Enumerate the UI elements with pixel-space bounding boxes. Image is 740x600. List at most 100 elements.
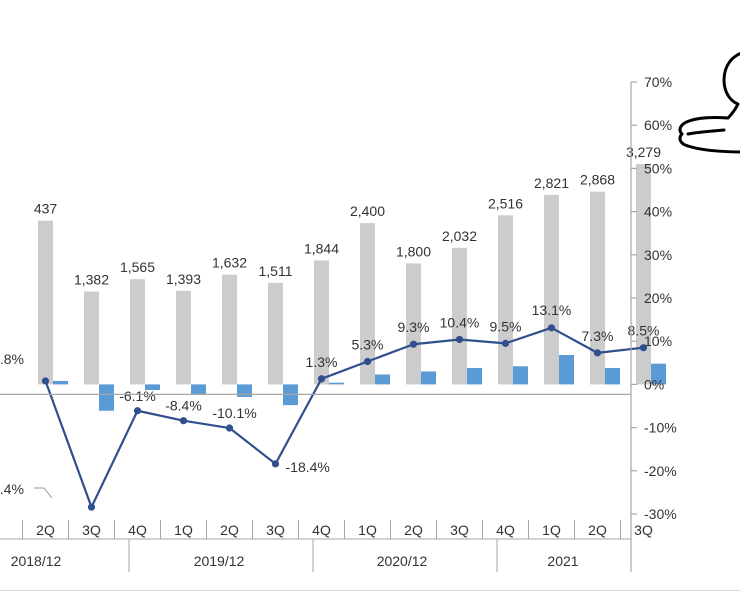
- category-label: 2Q: [36, 522, 55, 538]
- growth-value-label: 9.5%: [490, 318, 522, 334]
- category-label: 3Q: [634, 522, 653, 538]
- revenue-value-label: 1,565: [120, 259, 155, 275]
- growth-value-label: -10.1%: [212, 405, 256, 421]
- revenue-bar: [452, 247, 467, 385]
- growth-point: [593, 349, 602, 357]
- revenue-value-label: 2,821: [534, 175, 569, 191]
- revenue-bar: [84, 291, 99, 385]
- margin-bar: [605, 367, 620, 385]
- growth-value-label: 1.3%: [306, 354, 338, 370]
- leader-line: [34, 487, 53, 499]
- growth-point: [41, 377, 50, 385]
- right-axis-tick-label: -30%: [644, 506, 677, 522]
- growth-value-label: 8.5%: [628, 323, 660, 339]
- bottom-rule: [0, 590, 740, 591]
- revenue-bar: [498, 215, 513, 385]
- margin-bar: [651, 363, 666, 385]
- category-label: 4Q: [128, 522, 147, 538]
- revenue-bar: [314, 260, 329, 385]
- margin-bar: [191, 384, 206, 394]
- margin-bar: [53, 380, 68, 385]
- right-axis-tick-label: 20%: [644, 290, 672, 306]
- revenue-value-label: 1,511: [259, 263, 293, 279]
- revenue-bar: [176, 290, 191, 385]
- revenue-value-label: 2,032: [442, 228, 477, 244]
- growth-line: [44, 326, 644, 509]
- group-label: 2020/12: [377, 553, 428, 569]
- margin-bar: [421, 371, 436, 385]
- growth-point: [547, 324, 556, 332]
- group-label: 2021: [547, 553, 578, 569]
- revenue-bar: [636, 164, 651, 385]
- right-axis-tick-label: 50%: [644, 160, 672, 176]
- growth-point: [271, 460, 280, 468]
- growth-point: [225, 424, 234, 432]
- growth-point: [455, 335, 464, 344]
- right-axis-tick-label: -10%: [644, 420, 677, 436]
- growth-point: [133, 407, 142, 415]
- category-label: 2Q: [404, 522, 423, 538]
- right-axis-tick-label: -20%: [644, 463, 677, 479]
- revenue-value-label: 437: [34, 201, 58, 217]
- revenue-value-label: 1,393: [166, 271, 201, 287]
- revenue-value-label: 2,868: [580, 172, 615, 188]
- category-label: 4Q: [496, 522, 515, 538]
- growth-value-label: -18.4%: [286, 459, 330, 475]
- revenue-bar: [38, 220, 53, 385]
- margin-bar: [559, 355, 574, 385]
- margin-bar: [375, 374, 390, 385]
- revenue-value-label: 1,800: [396, 243, 431, 259]
- category-label: 3Q: [266, 522, 285, 538]
- margin-bar: [467, 367, 482, 385]
- right-axis-tick-label: 30%: [644, 247, 672, 263]
- growth-value-label: 0.8%: [0, 351, 24, 367]
- revenue-bar: [222, 274, 237, 385]
- revenue-bar: [590, 191, 605, 385]
- growth-value-label: -6.1%: [119, 388, 156, 404]
- margin-bar: [99, 384, 114, 411]
- group-label: 2019/12: [194, 553, 245, 569]
- right-axis-tick-label: 70%: [644, 74, 672, 90]
- growth-point: [501, 339, 510, 347]
- group-label: 2018/12: [11, 553, 62, 569]
- revenue-value-label: 3,279: [626, 144, 661, 160]
- growth-point: [409, 340, 418, 348]
- right-axis-tick-label: 0%: [644, 376, 664, 392]
- revenue-value-label: 1,382: [74, 272, 109, 288]
- category-label: 1Q: [174, 522, 193, 538]
- growth-point: [87, 503, 96, 511]
- growth-value-label: 5.3%: [352, 337, 384, 353]
- growth-value-label: 7.3%: [582, 328, 614, 344]
- revenue-value-label: 2,400: [350, 203, 385, 219]
- right-axis-tick-label: 60%: [644, 117, 672, 133]
- margin-bar: [237, 384, 252, 397]
- revenue-value-label: 1,632: [212, 255, 247, 271]
- growth-value-label: 10.4%: [440, 314, 480, 330]
- margin-bar: [513, 366, 528, 385]
- growth-value-label: 8.4%: [0, 481, 24, 497]
- growth-value-label: 13.1%: [532, 302, 572, 318]
- category-label: 1Q: [358, 522, 377, 538]
- category-label: 4Q: [312, 522, 331, 538]
- right-axis-tick-label: 40%: [644, 204, 672, 220]
- margin-bar: [145, 384, 160, 391]
- category-label: 3Q: [450, 522, 469, 538]
- category-label: 3Q: [82, 522, 101, 538]
- growth-point: [179, 417, 188, 425]
- growth-point: [317, 375, 326, 383]
- growth-point: [363, 357, 372, 366]
- growth-point: [639, 344, 648, 352]
- hand-drawn-doodle-icon: [678, 52, 740, 154]
- category-label: 2Q: [588, 522, 607, 538]
- margin-bar: [329, 382, 344, 385]
- revenue-value-label: 2,516: [488, 195, 523, 211]
- category-label: 1Q: [542, 522, 561, 538]
- right-axis-tick-label: 10%: [644, 333, 672, 349]
- revenue-bar: [406, 263, 421, 385]
- revenue-value-label: 1,844: [304, 240, 339, 256]
- growth-value-label: 9.3%: [398, 319, 430, 335]
- revenue-bar: [544, 194, 559, 385]
- category-label: 2Q: [220, 522, 239, 538]
- revenue-bar: [268, 282, 283, 385]
